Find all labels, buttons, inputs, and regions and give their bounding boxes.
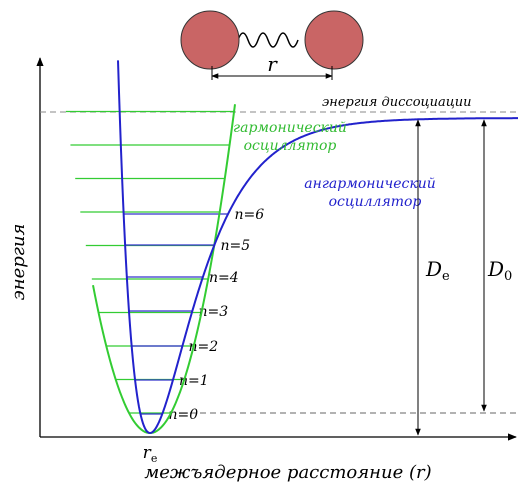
dissociation-label: энергия диссоциации: [322, 95, 472, 110]
atom: [304, 10, 364, 70]
harmonic-label: осциллятор: [244, 138, 337, 154]
level-label: n=5: [221, 238, 251, 254]
anharmonic-label: осциллятор: [329, 194, 422, 210]
distance-label: r: [267, 52, 278, 76]
spring: [237, 32, 299, 48]
level-label: n=4: [209, 270, 239, 286]
level-label: n=3: [199, 304, 229, 320]
harmonic-label: гармонический: [233, 120, 347, 136]
level-label: n=0: [169, 407, 199, 423]
y-axis-label: энергия: [8, 224, 29, 301]
level-label: n=1: [179, 373, 209, 389]
level-label: n=2: [189, 339, 219, 355]
d0-label: D0: [487, 257, 512, 284]
atom: [180, 10, 240, 70]
re-label: re: [143, 443, 158, 465]
harmonic-curve: [92, 104, 236, 434]
anharmonic-label: ангармонический: [304, 176, 435, 192]
de-label: De: [425, 257, 450, 284]
x-axis-label: межъядерное расстояние (r): [144, 462, 431, 483]
level-label: n=6: [235, 207, 265, 223]
morse-curve: [117, 60, 518, 435]
